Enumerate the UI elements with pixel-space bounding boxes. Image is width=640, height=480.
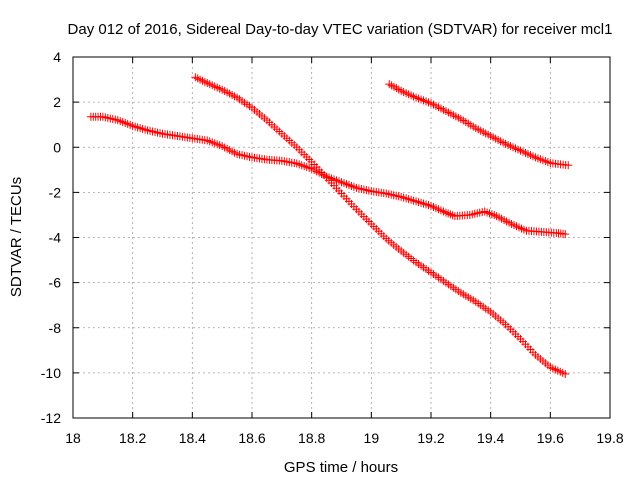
series-track-1 [86, 112, 570, 239]
y-tick-label: 4 [53, 49, 61, 65]
series-track-2 [191, 73, 570, 379]
y-tick-label: -10 [41, 365, 61, 381]
data-point [561, 370, 570, 379]
x-tick-label: 18 [65, 430, 81, 446]
y-tick-label: -6 [49, 275, 62, 291]
y-tick-label: -8 [49, 320, 62, 336]
x-tick-label: 19.2 [417, 430, 444, 446]
x-tick-label: 18.6 [238, 430, 265, 446]
y-axis-label: SDTVAR / TECUs [8, 177, 25, 297]
tick-layer: 18 18.2 18.4 18.6 18.8 19 19.2 19.4 19.6 19.8 -12 -… [41, 49, 624, 446]
series-track-3 [385, 80, 573, 170]
x-tick-label: 19.8 [596, 430, 623, 446]
x-tick-label: 19.6 [537, 430, 564, 446]
x-tick-label: 18.4 [179, 430, 206, 446]
data-point [564, 161, 573, 170]
data-layer [86, 73, 573, 379]
y-tick-label: -2 [49, 184, 62, 200]
y-tick-label: 2 [53, 94, 61, 110]
chart-title: Day 012 of 2016, Sidereal Day-to-day VTE… [68, 21, 613, 38]
x-tick-label: 19.4 [477, 430, 504, 446]
x-tick-label: 18.8 [298, 430, 325, 446]
grid-layer [73, 57, 610, 418]
x-axis-label: GPS time / hours [284, 459, 398, 476]
y-tick-label: 0 [53, 139, 61, 155]
data-point [446, 210, 455, 219]
x-tick-label: 18.2 [119, 430, 146, 446]
y-tick-label: -12 [41, 410, 61, 426]
x-tick-label: 19 [364, 430, 380, 446]
data-point [561, 230, 570, 239]
y-tick-label: -4 [49, 230, 62, 246]
